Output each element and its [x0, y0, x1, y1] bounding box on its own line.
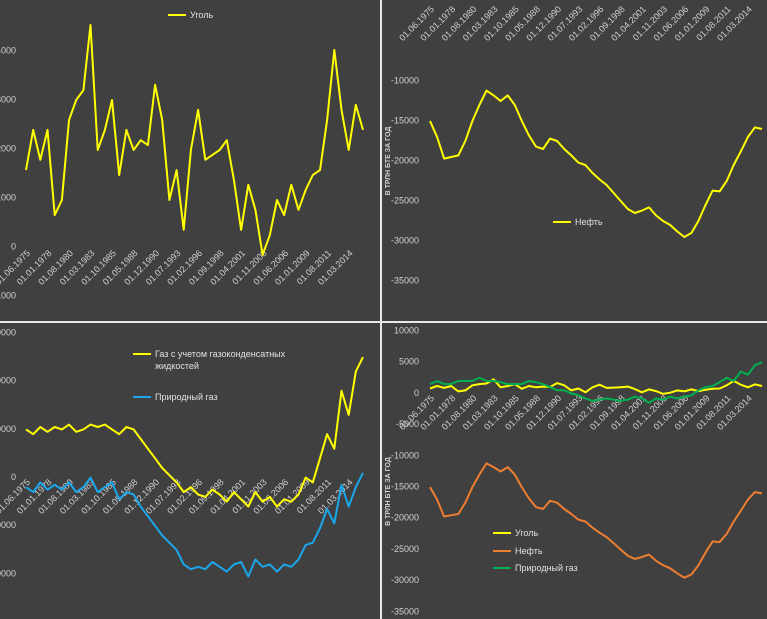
y-tick-label: 3000	[0, 94, 16, 104]
legend-label: Уголь	[190, 10, 214, 20]
legend-item: Природный газ	[133, 391, 218, 403]
legend-label: Газ с учетом газоконденсатных жидкостей	[155, 349, 286, 371]
y-tick-label: -35000	[391, 606, 419, 616]
legend-item: Газ с учетом газоконденсатных жидкостей	[133, 348, 303, 372]
y-tick-label: -20000	[391, 513, 419, 523]
series-line	[25, 472, 364, 578]
y-tick-label: -20000	[0, 568, 16, 578]
y-tick-label: 10000	[394, 325, 419, 335]
legend-swatch	[133, 396, 151, 398]
legend-item: Нефть	[553, 216, 603, 228]
legend-item: Природный газ	[493, 562, 578, 574]
y-tick-label: 20000	[0, 376, 16, 386]
series-line	[429, 462, 763, 579]
legend-item: Уголь	[493, 527, 538, 539]
y-tick-label: -25000	[391, 195, 419, 205]
legend-swatch	[493, 550, 511, 552]
series-line	[25, 24, 364, 256]
legend-label: Природный газ	[155, 392, 218, 402]
y-tick-label: -15000	[391, 481, 419, 491]
series-line	[429, 89, 763, 238]
y-axis-title: В ТРЛН БТЕ ЗА ГОД	[385, 127, 392, 196]
y-tick-label: 10000	[0, 424, 16, 434]
y-tick-label: -30000	[391, 575, 419, 585]
y-tick-label: -1000	[0, 290, 16, 300]
legend-item: Уголь	[168, 9, 213, 21]
y-tick-label: -10000	[391, 75, 419, 85]
y-tick-label: 0	[11, 472, 16, 482]
y-tick-label: 2000	[0, 143, 16, 153]
series-line	[429, 361, 763, 404]
legend-label: Нефть	[515, 546, 543, 556]
y-axis-title: В ТРЛН БТЕ ЗА ГОД	[385, 457, 392, 526]
y-tick-label: -20000	[391, 155, 419, 165]
y-tick-label: 0	[414, 388, 419, 398]
y-tick-label: 0	[11, 241, 16, 251]
y-tick-label: 30000	[0, 327, 16, 337]
series-line	[25, 356, 364, 508]
legend-swatch	[553, 221, 571, 223]
legend-swatch	[493, 532, 511, 534]
series-line	[429, 378, 763, 395]
y-tick-label: 1000	[0, 192, 16, 202]
y-tick-label: 4000	[0, 45, 16, 55]
y-tick-label: -15000	[391, 115, 419, 125]
y-tick-label: -5000	[396, 419, 419, 429]
y-tick-label: -10000	[391, 450, 419, 460]
legend-label: Уголь	[515, 528, 539, 538]
y-tick-label: -25000	[391, 544, 419, 554]
y-tick-label: -35000	[391, 275, 419, 285]
legend-item: Нефть	[493, 545, 543, 557]
legend-label: Нефть	[575, 217, 603, 227]
legend-label: Природный газ	[515, 563, 578, 573]
legend-swatch	[133, 353, 151, 355]
y-tick-label: -10000	[0, 520, 16, 530]
y-tick-label: 5000	[399, 357, 419, 367]
legend-swatch	[168, 14, 186, 16]
legend-swatch	[493, 567, 511, 569]
y-tick-label: -30000	[391, 235, 419, 245]
